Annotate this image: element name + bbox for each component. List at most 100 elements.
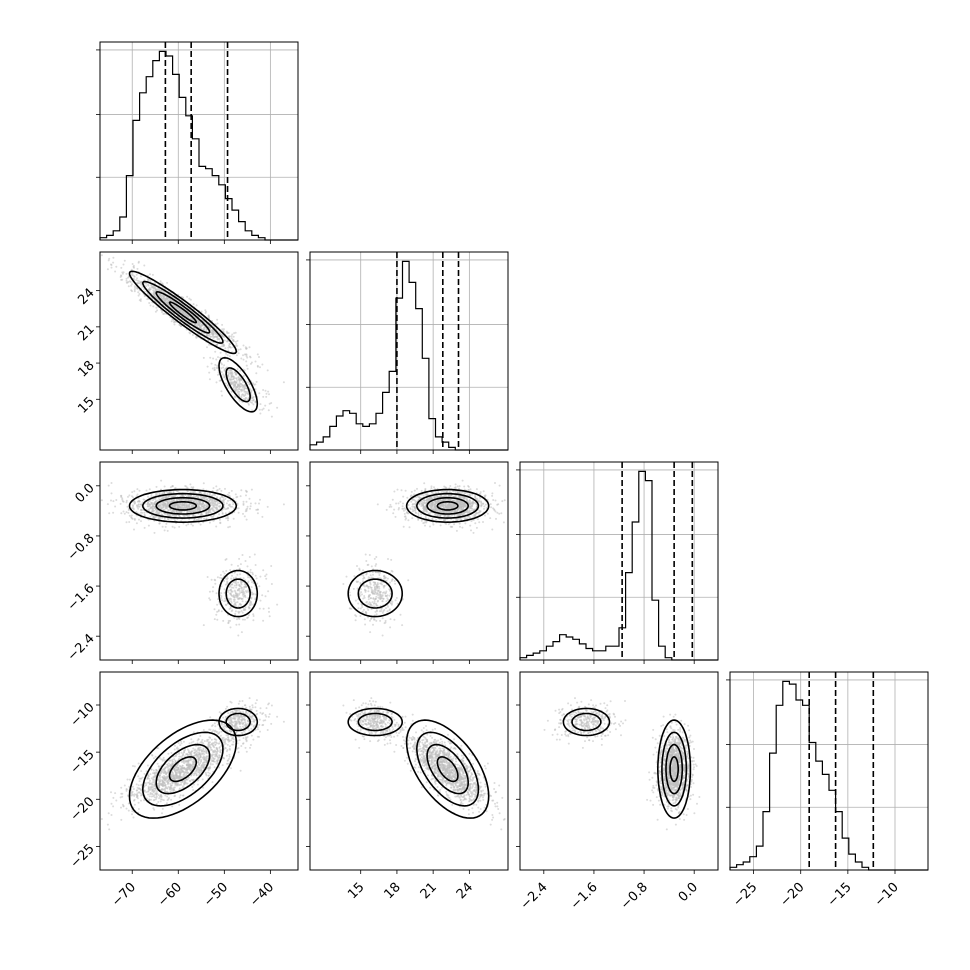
scatter-point bbox=[230, 335, 233, 338]
scatter-point bbox=[374, 590, 377, 593]
scatter-point bbox=[430, 485, 433, 488]
scatter-point bbox=[367, 602, 370, 605]
scatter-point bbox=[258, 502, 260, 505]
scatter-point bbox=[190, 500, 192, 503]
scatter-point bbox=[154, 511, 157, 514]
scatter-point bbox=[227, 386, 230, 389]
scatter-point bbox=[169, 298, 172, 301]
scatter-point bbox=[145, 489, 148, 492]
scatter-point bbox=[360, 591, 363, 594]
scatter-point bbox=[220, 489, 223, 492]
scatter-point bbox=[217, 356, 219, 359]
scatter-point bbox=[121, 497, 124, 500]
scatter-point bbox=[167, 303, 170, 306]
scatter-point bbox=[166, 281, 169, 284]
scatter-point bbox=[365, 601, 368, 604]
scatter-point bbox=[475, 488, 478, 491]
scatter-point bbox=[119, 502, 122, 505]
scatter-point bbox=[461, 513, 464, 516]
scatter-point bbox=[265, 395, 268, 398]
scatter-point bbox=[430, 487, 433, 490]
scatter-point bbox=[215, 358, 218, 361]
scatter-point bbox=[218, 502, 221, 505]
scatter-point bbox=[236, 368, 239, 371]
scatter-point bbox=[220, 585, 223, 588]
scatter-point bbox=[207, 510, 210, 513]
scatter-point bbox=[262, 407, 265, 410]
scatter-point bbox=[461, 491, 464, 494]
scatter-point bbox=[482, 490, 485, 493]
scatter-point bbox=[138, 500, 141, 503]
scatter-point bbox=[256, 512, 259, 515]
scatter-point bbox=[133, 490, 136, 493]
scatter-point bbox=[230, 601, 233, 604]
scatter-point bbox=[259, 412, 262, 415]
scatter-point bbox=[189, 495, 192, 498]
scatter-point bbox=[369, 597, 372, 600]
scatter-point bbox=[440, 491, 443, 494]
scatter-point bbox=[404, 508, 407, 511]
scatter-point bbox=[112, 256, 115, 259]
scatter-point bbox=[219, 331, 222, 334]
scatter-point bbox=[255, 508, 258, 511]
scatter-point bbox=[110, 264, 113, 266]
scatter-point bbox=[202, 482, 205, 485]
scatter-point bbox=[241, 600, 244, 603]
scatter-point bbox=[252, 615, 255, 617]
scatter-point bbox=[205, 517, 208, 520]
scatter-point bbox=[250, 596, 253, 599]
scatter-point bbox=[482, 502, 485, 505]
scatter-point bbox=[248, 556, 251, 558]
scatter-point bbox=[234, 590, 237, 593]
scatter-point bbox=[221, 394, 223, 397]
scatter-point bbox=[435, 506, 438, 509]
scatter-point bbox=[216, 322, 219, 325]
contour-minor bbox=[225, 578, 251, 609]
scatter-point bbox=[244, 392, 247, 395]
scatter-point bbox=[245, 353, 248, 356]
scatter-point bbox=[384, 591, 387, 594]
scatter-point bbox=[208, 494, 211, 496]
scatter-point bbox=[245, 500, 248, 503]
scatter-point bbox=[247, 381, 250, 384]
scatter-point bbox=[267, 390, 270, 393]
scatter-point bbox=[150, 284, 152, 287]
scatter-point bbox=[478, 521, 481, 524]
scatter-point bbox=[211, 328, 214, 331]
scatter-point bbox=[227, 589, 230, 592]
scatter-point bbox=[215, 485, 218, 488]
scatter-point bbox=[227, 519, 229, 522]
scatter-point bbox=[125, 501, 128, 504]
scatter-point bbox=[159, 506, 161, 509]
scatter-point bbox=[159, 516, 162, 519]
scatter-point bbox=[371, 592, 374, 595]
scatter-point bbox=[134, 501, 137, 504]
scatter-point bbox=[235, 579, 238, 582]
scatter-point bbox=[352, 587, 355, 590]
scatter-point bbox=[407, 512, 410, 515]
scatter-point bbox=[192, 504, 195, 507]
scatter-point bbox=[127, 280, 130, 283]
scatter-point bbox=[245, 518, 248, 521]
scatter-point bbox=[238, 588, 241, 591]
scatter-point bbox=[208, 500, 211, 503]
scatter-point bbox=[208, 343, 211, 346]
scatter-point bbox=[167, 518, 170, 521]
scatter-point bbox=[382, 586, 385, 589]
scatter-point bbox=[128, 494, 131, 497]
scatter-point bbox=[267, 409, 270, 412]
scatter-point bbox=[266, 505, 269, 508]
hist-panel-1 bbox=[96, 41, 299, 241]
scatter-point bbox=[163, 492, 166, 494]
scatter-point bbox=[178, 511, 181, 514]
scatter-point bbox=[148, 302, 151, 304]
scatter-point bbox=[246, 505, 249, 508]
panel-frame bbox=[99, 461, 299, 661]
scatter-point bbox=[191, 524, 194, 527]
scatter-point bbox=[223, 374, 226, 377]
scatter-point bbox=[238, 592, 241, 595]
scatter-point bbox=[385, 607, 387, 610]
scatter-point bbox=[165, 522, 168, 525]
scatter-point bbox=[244, 606, 247, 609]
scatter-point bbox=[379, 571, 382, 574]
